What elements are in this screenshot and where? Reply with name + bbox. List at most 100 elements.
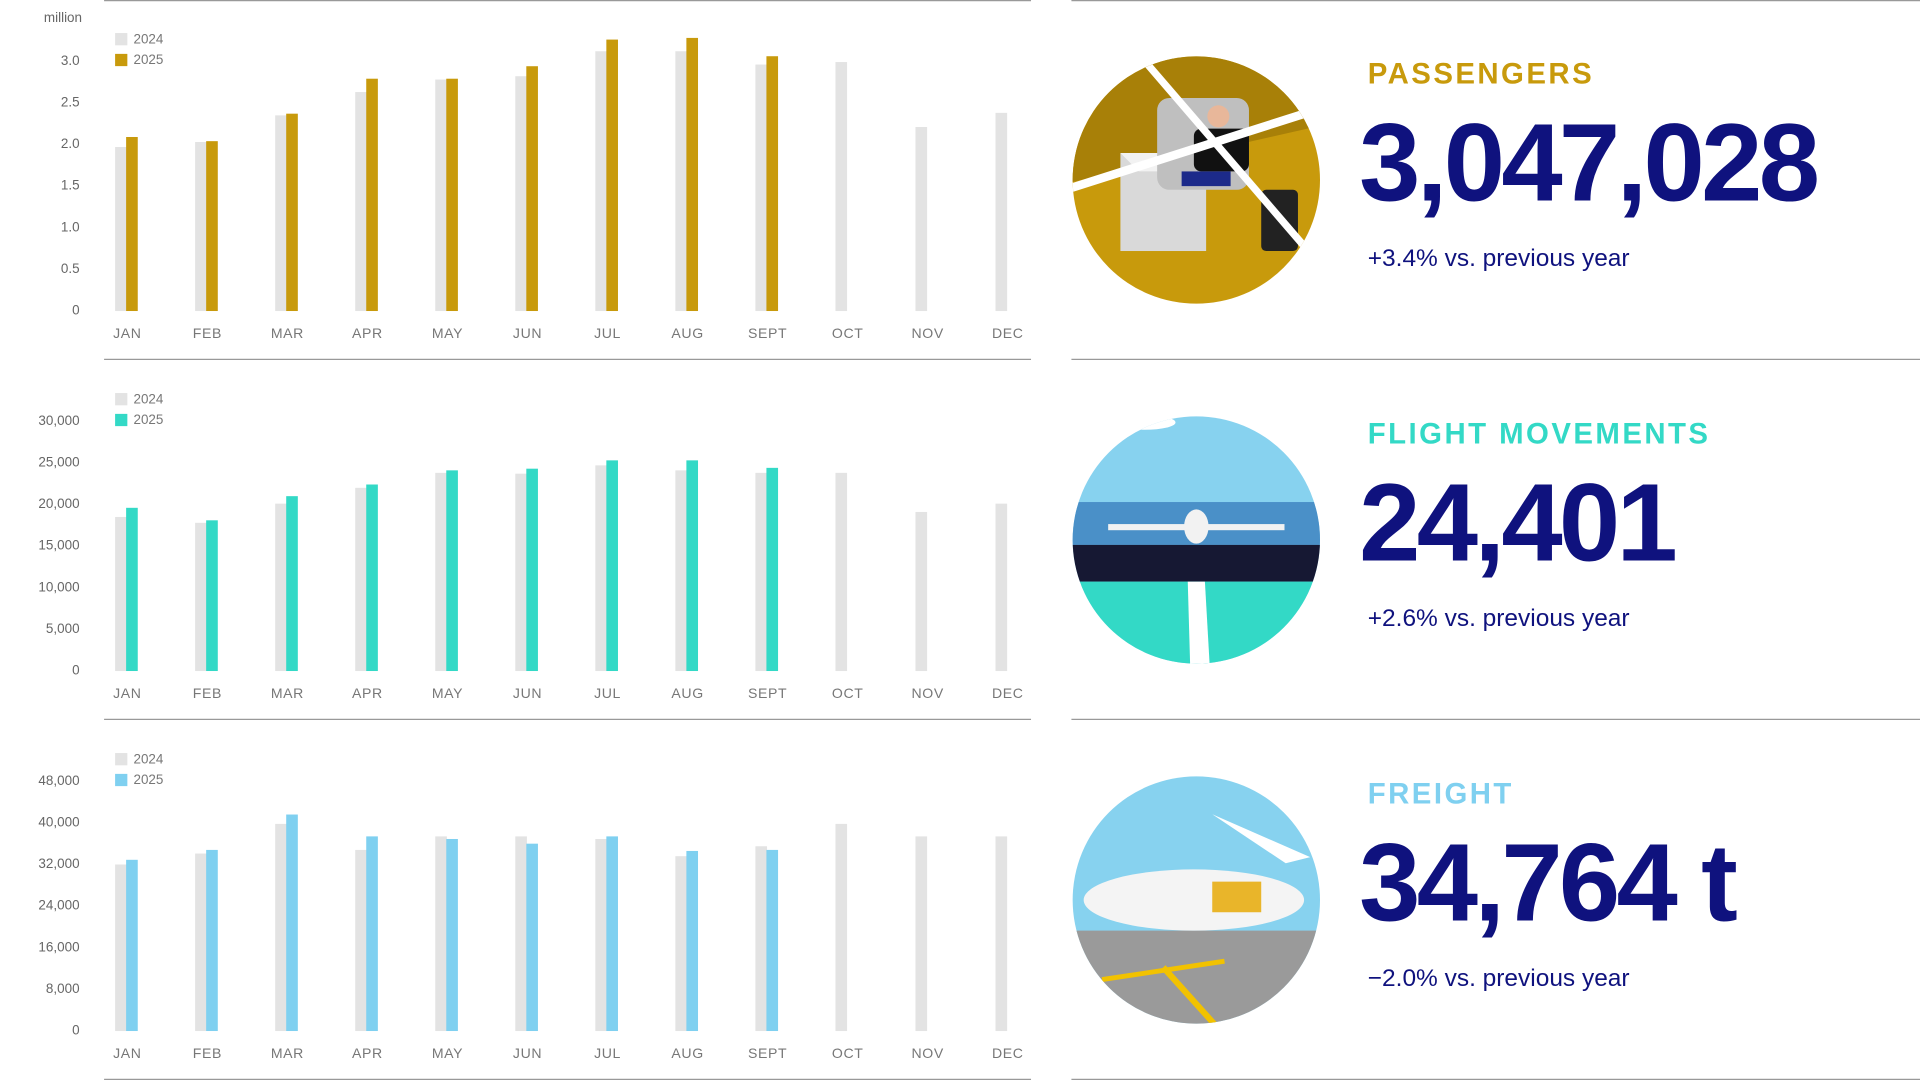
x-tick-label: SEPT <box>748 325 787 341</box>
y-tick-label: 32,000 <box>38 856 79 871</box>
x-tick-label: MAY <box>432 685 463 701</box>
y-tick-label: 10,000 <box>38 579 79 594</box>
x-tick-label: FEB <box>193 325 222 341</box>
bar <box>686 460 699 672</box>
x-tick-label: JUL <box>594 325 621 341</box>
bar <box>195 853 207 1032</box>
bar <box>675 470 687 672</box>
bar <box>766 56 779 312</box>
x-tick-label: FEB <box>193 685 222 701</box>
bar <box>126 507 138 672</box>
x-tick-label: JUN <box>513 325 542 341</box>
bar <box>606 39 618 312</box>
legend-swatch <box>115 413 128 427</box>
x-tick-label: MAR <box>271 1045 304 1061</box>
bar <box>755 472 768 672</box>
bar <box>675 51 687 312</box>
x-tick-label: OCT <box>832 685 864 701</box>
legend-label: 2024 <box>133 751 163 766</box>
bar <box>435 472 447 672</box>
bar <box>126 859 138 1032</box>
x-tick-label: JAN <box>113 685 141 701</box>
x-tick-label: AUG <box>671 325 703 341</box>
y-tick-label: 2.0 <box>61 136 80 151</box>
x-tick-label: MAR <box>271 325 304 341</box>
y-tick-label: 1.0 <box>61 219 80 234</box>
x-tick-label: OCT <box>832 325 864 341</box>
bar <box>355 849 367 1032</box>
panel-value: 34,764 t <box>1359 822 1737 945</box>
bar <box>915 511 928 672</box>
bar <box>366 78 378 312</box>
legend-label: 2025 <box>133 412 163 427</box>
y-tick-label: 30,000 <box>38 413 79 428</box>
legend-label: 2025 <box>133 772 163 787</box>
bar <box>835 472 848 672</box>
bar <box>526 66 538 312</box>
y-tick-label: 40,000 <box>38 814 79 829</box>
bar <box>595 838 607 1032</box>
bar <box>915 127 928 312</box>
x-tick-label: MAY <box>432 325 463 341</box>
legend-swatch <box>115 53 128 67</box>
bar <box>515 76 527 312</box>
y-tick-label: 0 <box>72 1023 79 1038</box>
y-tick-label: 16,000 <box>38 939 79 954</box>
bar <box>446 838 458 1032</box>
passenger-illustration <box>1072 56 1320 304</box>
bar <box>286 496 298 672</box>
y-axis-label: million <box>44 10 82 25</box>
y-tick-label: 0 <box>72 663 79 678</box>
x-tick-label: APR <box>352 1045 383 1061</box>
bar <box>286 113 298 312</box>
bar <box>115 516 127 672</box>
bar <box>355 487 367 672</box>
bar <box>355 92 367 312</box>
bar <box>995 503 1008 672</box>
y-tick-label: 25,000 <box>38 454 79 469</box>
bar <box>995 112 1008 312</box>
panel-change: −2.0% vs. previous year <box>1368 965 1630 992</box>
x-tick-label: JUN <box>513 1045 542 1061</box>
bar <box>675 856 687 1032</box>
bar <box>755 64 768 312</box>
y-tick-label: 1.5 <box>61 178 80 193</box>
y-tick-label: 20,000 <box>38 496 79 511</box>
x-tick-label: JUN <box>513 685 542 701</box>
x-tick-label: NOV <box>912 325 944 341</box>
y-tick-label: 3.0 <box>61 53 80 68</box>
freight-illustration <box>1072 776 1320 1024</box>
x-tick-label: JUL <box>594 685 621 701</box>
panel-change: +2.6% vs. previous year <box>1368 605 1630 632</box>
bar <box>195 141 207 312</box>
bar <box>686 37 699 312</box>
x-tick-label: NOV <box>912 685 944 701</box>
bar <box>515 836 527 1032</box>
x-tick-label: JAN <box>113 1045 141 1061</box>
legend-swatch <box>115 393 128 406</box>
y-tick-label: 2.5 <box>61 94 80 109</box>
bar <box>606 460 618 672</box>
bar <box>206 141 218 312</box>
x-tick-label: JUL <box>594 1045 621 1061</box>
bar <box>195 522 207 672</box>
y-tick-label: 8,000 <box>46 981 80 996</box>
bar <box>275 503 287 672</box>
bar <box>766 849 779 1032</box>
bar <box>435 79 447 312</box>
panel-title: FREIGHT <box>1368 778 1514 811</box>
bar <box>515 473 527 672</box>
legend-swatch <box>115 33 128 46</box>
x-tick-label: DEC <box>992 1045 1024 1061</box>
y-tick-label: 48,000 <box>38 773 79 788</box>
bar <box>366 484 378 672</box>
y-tick-label: 5,000 <box>46 621 80 636</box>
bar <box>915 836 928 1032</box>
panel-title: PASSENGERS <box>1368 58 1594 91</box>
x-tick-label: OCT <box>832 1045 864 1061</box>
x-tick-label: FEB <box>193 1045 222 1061</box>
bar <box>526 843 538 1032</box>
legend-label: 2024 <box>133 391 163 406</box>
panel-title: FLIGHT MOVEMENTS <box>1368 418 1711 451</box>
